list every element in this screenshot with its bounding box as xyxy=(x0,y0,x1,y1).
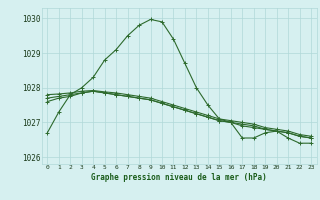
X-axis label: Graphe pression niveau de la mer (hPa): Graphe pression niveau de la mer (hPa) xyxy=(91,173,267,182)
